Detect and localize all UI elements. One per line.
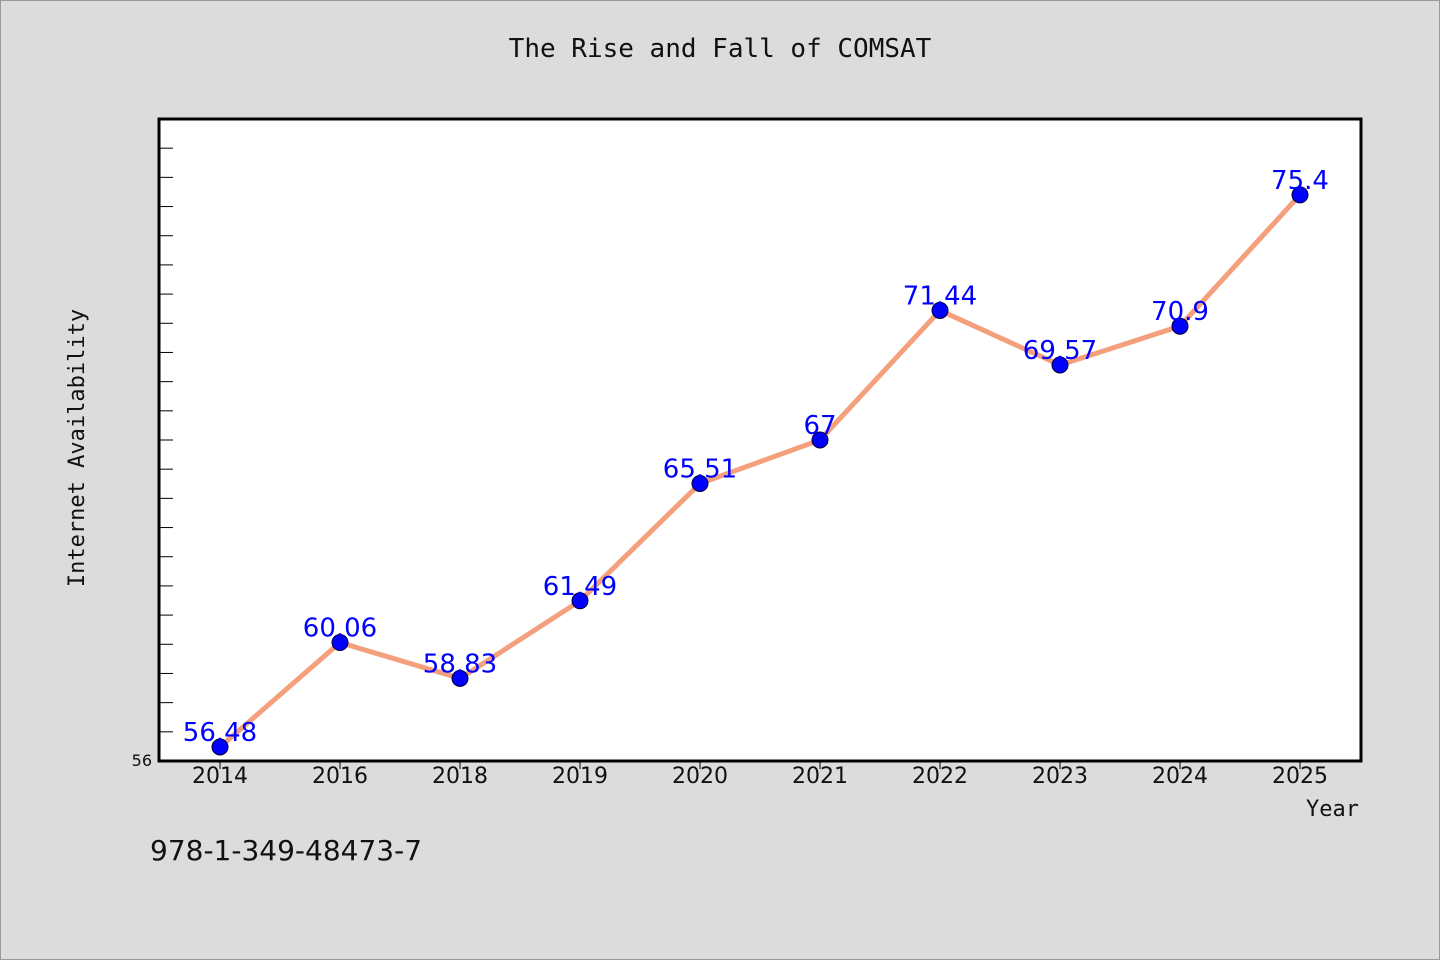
x-tick-label: 2025 bbox=[1272, 764, 1328, 789]
x-axis-ticks: 2014 2016 2018 2019 2020 2021 2022 2023 2024 2025 bbox=[192, 761, 1328, 789]
data-point bbox=[571, 592, 589, 610]
y-tick-label: 56 bbox=[132, 751, 152, 770]
data-label: 70.9 bbox=[1151, 297, 1209, 327]
data-label: 58.83 bbox=[423, 649, 497, 679]
chart-title: The Rise and Fall of COMSAT bbox=[508, 34, 932, 64]
data-point bbox=[691, 474, 709, 492]
x-tick-label: 2021 bbox=[792, 764, 848, 789]
x-axis-title: Year bbox=[1306, 797, 1359, 822]
data-point bbox=[811, 431, 829, 449]
x-tick-label: 2018 bbox=[432, 764, 488, 789]
x-tick-label: 2019 bbox=[552, 764, 608, 789]
data-label: 65.51 bbox=[663, 454, 737, 484]
x-tick-label: 2014 bbox=[192, 764, 248, 789]
series-group: 56.48 60.06 58.83 61.49 65.51 67 71.44 69.57 70.… bbox=[183, 166, 1329, 756]
data-label: 69.57 bbox=[1023, 336, 1097, 366]
data-point bbox=[211, 738, 229, 756]
series-line bbox=[218, 193, 1302, 749]
data-label: 61.49 bbox=[543, 572, 617, 602]
data-point bbox=[1051, 356, 1069, 374]
data-point bbox=[1291, 186, 1309, 204]
y-axis-title: Internet Availability bbox=[65, 309, 90, 587]
plot-area bbox=[157, 117, 1363, 763]
data-label: 60.06 bbox=[303, 614, 377, 644]
data-point bbox=[1171, 317, 1189, 335]
x-tick-label: 2020 bbox=[672, 764, 728, 789]
x-tick-label: 2023 bbox=[1032, 764, 1088, 789]
x-tick-label: 2022 bbox=[912, 764, 968, 789]
data-point bbox=[331, 634, 349, 652]
data-label: 67 bbox=[803, 411, 836, 441]
y-axis-ticks bbox=[158, 147, 173, 733]
data-label: 71.44 bbox=[903, 281, 977, 311]
footer-text: 978-1-349-48473-7 bbox=[150, 834, 423, 867]
data-point bbox=[931, 301, 949, 319]
data-point bbox=[451, 669, 469, 687]
x-tick-label: 2024 bbox=[1152, 764, 1208, 789]
data-label: 56.48 bbox=[183, 718, 257, 748]
x-tick-label: 2016 bbox=[312, 764, 368, 789]
data-label: 75.4 bbox=[1271, 166, 1329, 196]
